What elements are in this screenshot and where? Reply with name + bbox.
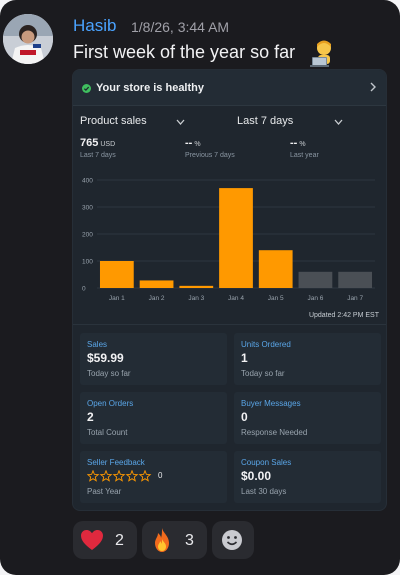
- stat-previous-change: --%: [185, 137, 201, 149]
- heart-icon: [81, 530, 103, 550]
- tile-subtext: Response Needed: [241, 428, 308, 437]
- y-tick-label: 300: [82, 205, 93, 212]
- technologist-emoji-icon: [310, 40, 331, 67]
- check-circle-icon: [82, 84, 91, 93]
- sender-name[interactable]: Hasib: [73, 16, 117, 35]
- tile-subtext: Today so far: [87, 369, 131, 378]
- tile-value: $59.99: [87, 351, 124, 365]
- x-tick-label: Jan 1: [109, 295, 125, 302]
- stat-label: Last year: [290, 152, 319, 159]
- x-tick-label: Jan 7: [347, 295, 363, 302]
- tile-value: 2: [87, 410, 94, 424]
- tile-label: Buyer Messages: [241, 399, 301, 408]
- tile-sales[interactable]: Sales $59.99 Today so far: [80, 333, 227, 385]
- fire-icon: [155, 528, 169, 552]
- bar-jan-7[interactable]: [338, 271, 373, 288]
- tile-subtext: Past Year: [87, 487, 122, 496]
- bar-jan-5[interactable]: [258, 250, 293, 288]
- bar-jan-2[interactable]: [139, 280, 174, 288]
- stat-sales-total: 765 USD: [80, 137, 115, 149]
- stat-value: --: [185, 137, 193, 149]
- avatar[interactable]: [3, 14, 53, 64]
- stat-unit: %: [194, 141, 201, 148]
- tile-label: Seller Feedback: [87, 458, 145, 467]
- store-health-header[interactable]: Your store is healthy: [73, 70, 386, 106]
- store-health-status: Your store is healthy: [96, 82, 204, 94]
- x-tick-label: Jan 6: [307, 295, 323, 302]
- tile-subtext: Last 30 days: [241, 487, 287, 496]
- y-tick-label: 200: [82, 232, 93, 239]
- stat-label: Previous 7 days: [185, 152, 235, 159]
- bar-jan-1[interactable]: [99, 261, 134, 288]
- bar-jan-6[interactable]: [298, 271, 333, 288]
- tile-buyer-messages[interactable]: Buyer Messages 0 Response Needed: [234, 392, 381, 444]
- y-tick-label: 400: [82, 178, 93, 185]
- tile-subtext: Today so far: [241, 369, 285, 378]
- metric-select[interactable]: Product sales: [80, 115, 185, 127]
- star-rating-icon: [87, 470, 152, 482]
- reaction-heart[interactable]: 2: [73, 521, 137, 559]
- star-icon: [112, 470, 126, 482]
- stat-label: Last 7 days: [80, 152, 116, 159]
- x-tick-label: Jan 3: [188, 295, 204, 302]
- tile-label: Coupon Sales: [241, 458, 292, 467]
- stat-value: 765: [80, 137, 99, 149]
- y-tick-label: 0: [82, 286, 86, 293]
- tile-coupon-sales[interactable]: Coupon Sales $0.00 Last 30 days: [234, 451, 381, 503]
- divider: [73, 324, 386, 325]
- add-reaction-button[interactable]: [212, 521, 254, 559]
- metric-select-value: Product sales: [80, 115, 147, 127]
- tile-label: Sales: [87, 340, 108, 349]
- chevron-down-icon: [176, 119, 185, 125]
- stat-year-change: --%: [290, 137, 306, 149]
- tile-value: $0.00: [241, 469, 272, 483]
- star-icon: [125, 470, 139, 482]
- sales-bar-chart: 0 100 200 300 400 Jan 1 Jan 2 Jan 3 Jan 4 Jan 5 Ja…: [82, 178, 375, 302]
- add-reaction-icon: [222, 530, 242, 550]
- y-tick-label: 100: [82, 259, 93, 266]
- feedback-count: 0: [158, 471, 163, 480]
- chevron-right-icon[interactable]: [369, 82, 377, 92]
- x-tick-label: Jan 5: [268, 295, 284, 302]
- updated-time: Updated 2:42 PM EST: [308, 312, 379, 319]
- reaction-fire[interactable]: 3: [142, 521, 207, 559]
- message-text: First week of the year so far: [73, 42, 296, 62]
- store-health-card: Your store is healthy Product sales Last…: [72, 69, 387, 511]
- reaction-count: 2: [115, 532, 124, 549]
- stat-unit: USD: [100, 141, 116, 148]
- tile-label: Open Orders: [87, 399, 134, 408]
- bar-jan-4[interactable]: [219, 188, 253, 288]
- date-range-select-value: Last 7 days: [237, 115, 294, 127]
- bar-jan-3[interactable]: [179, 285, 214, 288]
- x-tick-label: Jan 4: [228, 295, 244, 302]
- x-tick-label: Jan 2: [149, 295, 165, 302]
- tile-subtext: Total Count: [87, 428, 128, 437]
- star-icon: [138, 470, 152, 482]
- date-range-select[interactable]: Last 7 days: [237, 115, 345, 127]
- chevron-down-icon: [334, 119, 343, 125]
- reaction-count: 3: [185, 532, 194, 549]
- stat-value: --: [290, 137, 298, 149]
- tile-value: 1: [241, 351, 248, 365]
- tile-units-ordered[interactable]: Units Ordered 1 Today so far: [234, 333, 381, 385]
- message-timestamp: 1/8/26, 3:44 AM: [131, 19, 230, 35]
- tile-seller-feedback[interactable]: Seller Feedback 0 Past Year: [80, 451, 227, 503]
- star-icon: [87, 470, 100, 482]
- tile-value: 0: [241, 410, 248, 424]
- star-icon: [99, 470, 113, 482]
- tile-label: Units Ordered: [241, 340, 291, 349]
- stat-unit: %: [299, 141, 306, 148]
- tile-open-orders[interactable]: Open Orders 2 Total Count: [80, 392, 227, 444]
